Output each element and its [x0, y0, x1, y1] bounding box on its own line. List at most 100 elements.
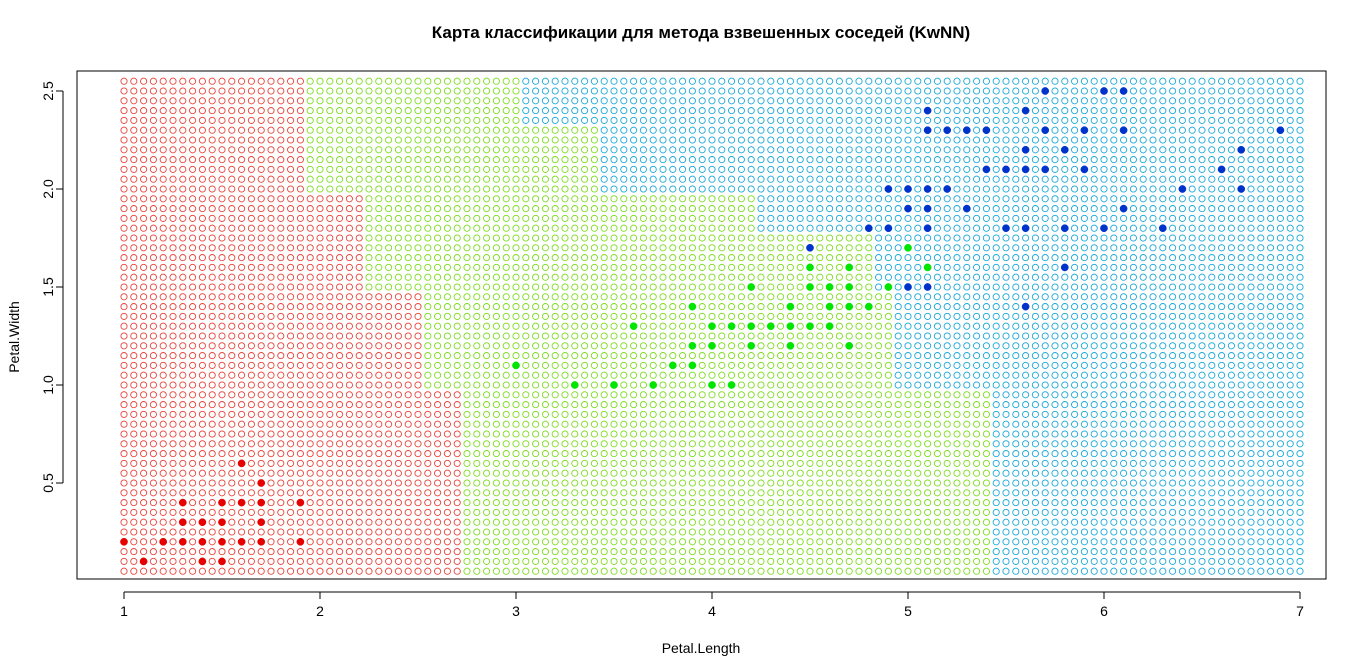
- grid-cell-setosa: [120, 489, 128, 497]
- grid-cell-virginica: [1012, 528, 1020, 536]
- grid-cell-versicolor: [698, 440, 706, 448]
- grid-cell-virginica: [953, 254, 961, 262]
- grid-cell-setosa: [316, 459, 324, 467]
- grid-cell-versicolor: [463, 97, 471, 105]
- grid-cell-setosa: [159, 489, 167, 497]
- grid-cell-versicolor: [532, 479, 540, 487]
- grid-cell-setosa: [189, 126, 197, 134]
- grid-cell-setosa: [247, 459, 255, 467]
- grid-cell-versicolor: [737, 420, 745, 428]
- grid-cell-virginica: [1002, 371, 1010, 379]
- grid-cell-setosa: [414, 518, 422, 526]
- grid-cell-versicolor: [894, 479, 902, 487]
- grid-cell-versicolor: [826, 459, 834, 467]
- grid-cell-setosa: [267, 469, 275, 477]
- grid-cell-versicolor: [884, 469, 892, 477]
- grid-cell-versicolor: [483, 410, 491, 418]
- grid-cell-virginica: [973, 146, 981, 154]
- grid-cell-setosa: [159, 185, 167, 193]
- grid-cell-setosa: [404, 391, 412, 399]
- grid-cell-setosa: [277, 410, 285, 418]
- grid-cell-versicolor: [669, 303, 677, 311]
- grid-cell-versicolor: [953, 489, 961, 497]
- grid-cell-setosa: [189, 508, 197, 516]
- grid-cell-setosa: [208, 450, 216, 458]
- grid-cell-setosa: [218, 263, 226, 271]
- grid-cell-versicolor: [365, 283, 373, 291]
- grid-cell-versicolor: [982, 479, 990, 487]
- grid-cell-virginica: [845, 77, 853, 85]
- grid-cell-setosa: [443, 401, 451, 409]
- grid-cell-setosa: [257, 293, 265, 301]
- grid-cell-setosa: [355, 303, 363, 311]
- grid-cell-virginica: [884, 116, 892, 124]
- grid-cell-setosa: [375, 479, 383, 487]
- grid-cell-virginica: [522, 116, 530, 124]
- grid-cell-virginica: [1031, 126, 1039, 134]
- grid-cell-setosa: [189, 156, 197, 164]
- grid-cell-versicolor: [669, 459, 677, 467]
- grid-cell-versicolor: [414, 87, 422, 95]
- grid-cell-setosa: [159, 244, 167, 252]
- grid-cell-setosa: [296, 87, 304, 95]
- grid-cell-versicolor: [796, 263, 804, 271]
- grid-cell-versicolor: [659, 381, 667, 389]
- grid-cell-versicolor: [571, 430, 579, 438]
- grid-cell-versicolor: [728, 459, 736, 467]
- grid-cell-versicolor: [845, 450, 853, 458]
- grid-cell-versicolor: [424, 381, 432, 389]
- grid-cell-virginica: [963, 293, 971, 301]
- grid-cell-versicolor: [649, 410, 657, 418]
- grid-cell-virginica: [924, 312, 932, 320]
- grid-cell-versicolor: [385, 283, 393, 291]
- grid-cell-setosa: [375, 518, 383, 526]
- grid-cell-versicolor: [365, 126, 373, 134]
- grid-cell-versicolor: [630, 312, 638, 320]
- grid-cell-setosa: [414, 342, 422, 350]
- grid-cell-setosa: [424, 391, 432, 399]
- grid-cell-setosa: [149, 459, 157, 467]
- grid-cell-versicolor: [914, 557, 922, 565]
- grid-cell-virginica: [1031, 352, 1039, 360]
- grid-cell-versicolor: [649, 459, 657, 467]
- grid-cell-virginica: [1041, 146, 1049, 154]
- chart-title: Карта классификации для метода взвешенны…: [432, 23, 970, 42]
- grid-cell-versicolor: [600, 263, 608, 271]
- grid-cell-virginica: [914, 116, 922, 124]
- grid-cell-versicolor: [796, 332, 804, 340]
- grid-cell-setosa: [198, 342, 206, 350]
- grid-cell-versicolor: [453, 136, 461, 144]
- grid-cell-setosa: [404, 499, 412, 507]
- grid-cell-versicolor: [620, 332, 628, 340]
- grid-cell-setosa: [238, 116, 246, 124]
- grid-cell-virginica: [933, 244, 941, 252]
- grid-cell-virginica: [1022, 97, 1030, 105]
- grid-cell-virginica: [679, 107, 687, 115]
- grid-cell-versicolor: [620, 557, 628, 565]
- grid-cell-versicolor: [737, 499, 745, 507]
- grid-cell-virginica: [1041, 548, 1049, 556]
- grid-cell-setosa: [267, 175, 275, 183]
- grid-cell-setosa: [277, 391, 285, 399]
- grid-cell-versicolor: [600, 322, 608, 330]
- grid-cell-setosa: [434, 430, 442, 438]
- grid-cell-virginica: [708, 97, 716, 105]
- grid-cell-virginica: [610, 97, 618, 105]
- grid-cell-versicolor: [737, 381, 745, 389]
- grid-cell-virginica: [943, 312, 951, 320]
- grid-cell-versicolor: [483, 126, 491, 134]
- grid-cell-setosa: [169, 469, 177, 477]
- grid-cell-versicolor: [777, 479, 785, 487]
- grid-cell-virginica: [767, 224, 775, 232]
- grid-cell-setosa: [316, 567, 324, 575]
- grid-cell-versicolor: [845, 254, 853, 262]
- grid-cell-setosa: [287, 175, 295, 183]
- grid-cell-virginica: [1022, 538, 1030, 546]
- grid-cell-setosa: [414, 440, 422, 448]
- grid-cell-versicolor: [855, 293, 863, 301]
- grid-cell-virginica: [953, 332, 961, 340]
- grid-cell-virginica: [806, 97, 814, 105]
- grid-cell-versicolor: [639, 528, 647, 536]
- grid-cell-versicolor: [561, 303, 569, 311]
- grid-cell-versicolor: [492, 548, 500, 556]
